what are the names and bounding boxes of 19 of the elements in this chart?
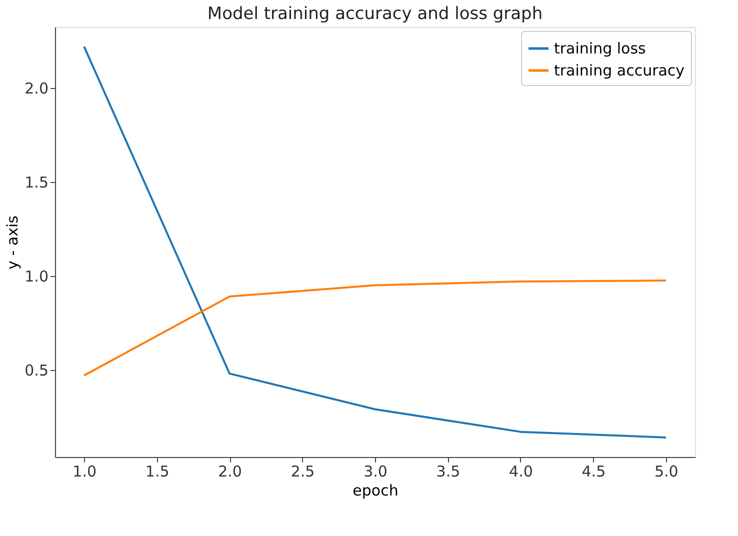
y-tick-label: 1.0	[24, 267, 48, 286]
y-tick-label: 1.5	[24, 173, 48, 192]
x-tick-label: 4.5	[582, 462, 606, 480]
y-axis-title: y - axis	[4, 215, 22, 270]
x-tick-label: 1.0	[72, 462, 97, 480]
x-tick-label: 2.0	[218, 462, 242, 480]
x-axis-title: epoch	[352, 482, 398, 500]
line-series	[83, 280, 667, 376]
x-tick-label: 2.5	[290, 462, 315, 480]
y-tick-label: 0.5	[24, 361, 48, 380]
x-tick-label: 3.0	[364, 462, 388, 480]
x-tick-label: 1.5	[145, 462, 170, 480]
x-tick-label: 5.0	[654, 462, 678, 480]
legend-label: training loss	[554, 40, 646, 58]
legend-label: training accuracy	[554, 62, 685, 80]
chart-title: Model training accuracy and loss graph	[207, 4, 543, 24]
x-tick-label: 3.5	[436, 462, 460, 480]
y-tick-label: 2.0	[24, 79, 48, 98]
x-tick-label: 4.0	[509, 462, 533, 480]
